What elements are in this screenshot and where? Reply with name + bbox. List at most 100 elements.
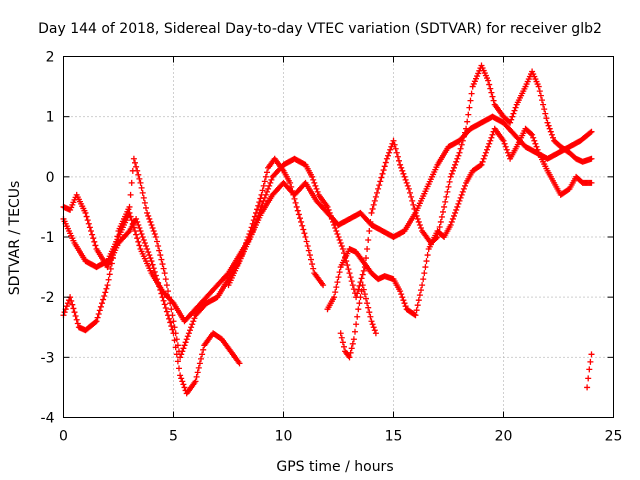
data-point [382,159,389,166]
data-point [96,307,103,314]
data-point [262,191,269,198]
y-tick-label: 0 [46,170,55,186]
data-point [162,304,169,311]
data-point [336,269,343,276]
data-point [311,179,318,186]
data-point [452,161,459,168]
data-point [462,182,468,189]
data-point [313,185,320,192]
data-point [224,271,231,278]
data-point [537,92,544,99]
data-point [399,167,406,174]
data-point [462,129,468,136]
data-point [358,275,365,282]
data-point [338,243,345,250]
data-point [541,106,548,113]
data-point [372,193,379,200]
data-point [85,220,92,227]
data-point [346,354,353,361]
data-point [416,221,423,228]
data-point [391,141,398,148]
data-point [587,129,594,136]
data-point [370,324,377,331]
y-axis-label: SDTVAR / TECUs [7,181,23,296]
data-point [460,133,467,140]
data-point [368,209,375,216]
data-point [337,330,344,337]
data-point [130,224,137,231]
data-point [332,289,339,296]
data-point [357,294,364,301]
data-point [365,304,372,311]
y-tick-label: -4 [41,411,55,427]
data-point [148,221,155,228]
data-point [128,217,135,224]
data-point [423,258,430,265]
data-point [375,185,382,192]
data-point [366,227,373,234]
data-point [402,303,409,310]
data-point [337,240,344,247]
data-point [163,308,170,315]
data-point [484,146,490,153]
data-point [267,179,274,186]
data-point [380,167,387,174]
data-point [83,213,90,220]
data-point [168,323,175,330]
data-point [369,321,376,328]
data-point [588,155,595,162]
data-point [414,215,421,222]
data-point [173,336,180,343]
data-point [397,288,404,295]
data-point [149,224,156,231]
data-point [146,215,153,222]
data-point [262,173,269,180]
data-point [181,384,188,391]
data-point [503,146,510,153]
data-point [150,227,157,234]
data-point [137,227,144,234]
data-point [455,200,462,207]
data-point [73,316,80,323]
data-point [287,179,294,186]
data-point [387,146,394,153]
data-point [325,206,332,213]
data-point [127,213,134,220]
data-point [463,125,470,132]
data-point [200,346,207,353]
data-point [89,231,96,238]
data-point [148,258,155,265]
data-point [452,209,459,216]
data-point [477,162,484,169]
data-point [588,179,595,186]
data-point [397,161,404,168]
data-point [467,97,474,104]
data-point [334,279,341,286]
data-points [60,62,595,397]
data-point [250,224,257,231]
data-point [254,215,261,222]
data-point [542,110,549,117]
data-point [99,300,105,307]
data-point [187,327,193,334]
data-point [383,155,390,162]
data-point [360,286,367,293]
data-point [411,205,418,212]
data-point [354,313,361,320]
data-point [135,238,142,245]
data-point [456,149,463,156]
data-point [128,179,135,186]
data-point [310,176,317,183]
data-point [143,204,149,211]
data-point [359,271,366,278]
data-point [535,83,542,90]
y-tick-label: 2 [46,50,55,66]
data-point [308,256,314,263]
data-point [100,296,107,303]
data-point [141,199,148,206]
data-point [140,237,147,244]
data-point [256,209,263,216]
data-point [260,182,267,189]
data-point [355,286,362,293]
